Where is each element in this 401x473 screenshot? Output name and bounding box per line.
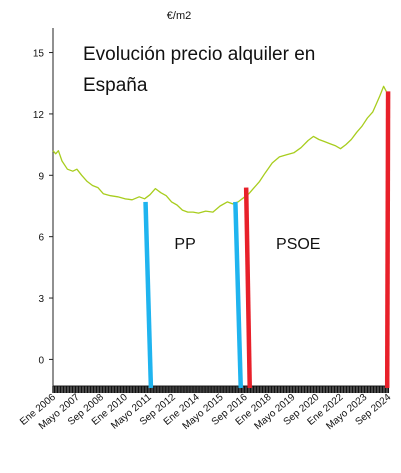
y-tick-label: 15: [33, 49, 45, 60]
y-tick-label: 9: [38, 171, 44, 182]
period-label: PP: [174, 236, 195, 253]
y-tick-label: 3: [38, 294, 44, 305]
government-change-marker: [243, 187, 252, 389]
y-tick-label: 12: [33, 110, 45, 121]
chart-title-line-1: Evolución precio alquiler en: [83, 44, 315, 65]
y-tick-label: 6: [38, 233, 44, 244]
period-label: PSOE: [276, 236, 320, 253]
chart-title-line-2: España: [83, 75, 148, 96]
y-axis-unit-label: €/m2: [167, 10, 191, 22]
price-line: [52, 85, 387, 214]
government-markers: [143, 91, 391, 389]
government-change-marker: [384, 91, 391, 389]
period-labels: PP PSOE: [174, 236, 320, 253]
price-series: [52, 85, 387, 214]
y-tick-label: 0: [38, 355, 44, 366]
government-change-marker: [143, 201, 154, 389]
government-change-marker: [233, 201, 244, 389]
axes: 0 3 6 9 12 15: [33, 28, 390, 393]
